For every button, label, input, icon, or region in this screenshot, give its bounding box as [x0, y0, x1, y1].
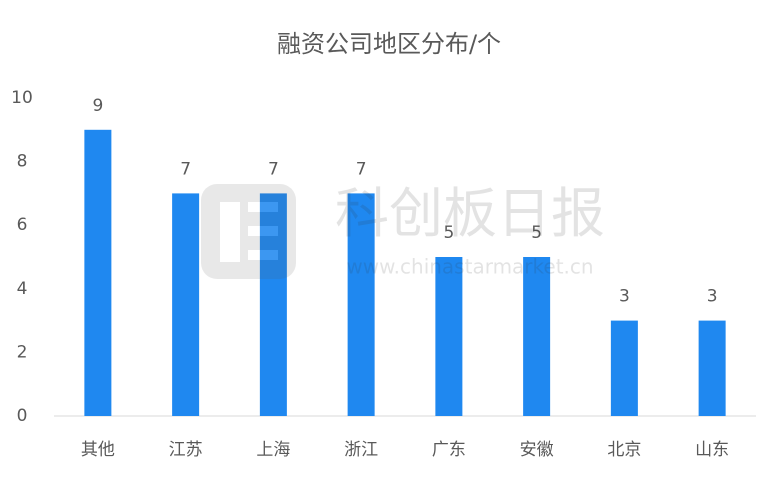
y-tick-label: 8 — [17, 152, 28, 172]
watermark-url: www.chinastarmarket.cn — [346, 255, 593, 279]
data-label: 5 — [443, 223, 454, 243]
watermark-logo — [201, 184, 296, 279]
y-tick-label: 6 — [17, 215, 28, 235]
x-tick-label: 其他 — [81, 440, 115, 460]
data-label: 3 — [619, 287, 630, 307]
bar — [172, 193, 200, 416]
watermark-logo-part — [248, 226, 278, 236]
x-tick-label: 安徽 — [520, 440, 554, 460]
x-tick-label: 广东 — [432, 440, 466, 460]
watermark: 科创板日报 www.chinastarmarket.cn — [201, 182, 605, 279]
chart-title: 融资公司地区分布/个 — [277, 30, 501, 58]
bar — [610, 320, 638, 416]
data-label: 7 — [268, 159, 279, 179]
x-tick-label: 上海 — [256, 440, 290, 460]
x-tick-label: 江苏 — [169, 440, 203, 460]
y-tick-label: 0 — [17, 406, 28, 426]
watermark-logo-part — [248, 202, 278, 212]
data-label: 7 — [180, 159, 191, 179]
y-tick-label: 2 — [17, 342, 28, 362]
data-label: 5 — [531, 223, 542, 243]
y-tick-label: 10 — [11, 88, 33, 108]
x-tick-label: 浙江 — [344, 440, 378, 460]
data-label: 7 — [356, 159, 367, 179]
data-label: 9 — [92, 96, 103, 116]
data-label: 3 — [707, 287, 718, 307]
bar — [259, 193, 287, 416]
watermark-title: 科创板日报 — [335, 182, 605, 245]
bar — [435, 257, 463, 416]
x-tick-label: 山东 — [695, 440, 729, 460]
watermark-logo-part — [248, 250, 278, 260]
y-tick-label: 4 — [17, 279, 28, 299]
bar — [523, 257, 551, 416]
watermark-logo-part — [220, 202, 240, 262]
bar — [347, 193, 375, 416]
bar — [84, 129, 112, 417]
bar — [698, 320, 726, 416]
x-tick-label: 北京 — [607, 440, 641, 460]
plot: 0 2 4 6 8 10 其他 9 江苏 7 上海 7 浙江 7 广东 5 安徽 5 北京 3 山东 3 — [11, 88, 729, 460]
